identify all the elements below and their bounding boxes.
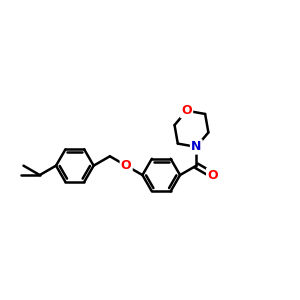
Text: O: O <box>121 159 131 172</box>
Text: O: O <box>207 169 218 182</box>
Text: N: N <box>191 140 202 153</box>
Text: O: O <box>181 104 192 117</box>
